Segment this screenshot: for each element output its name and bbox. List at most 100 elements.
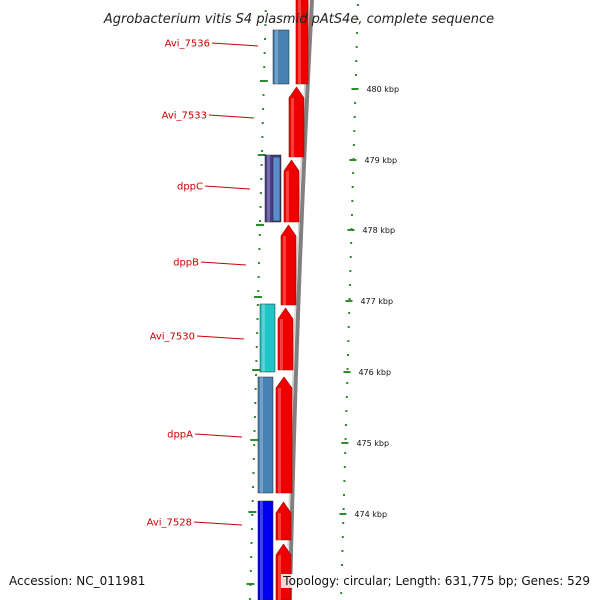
cds-arrow-shine-7 bbox=[278, 555, 281, 600]
minor-tick bbox=[347, 340, 350, 342]
inner-tick bbox=[256, 304, 259, 306]
minor-tick bbox=[353, 130, 356, 132]
inner-tick bbox=[260, 178, 263, 180]
gene-box-shine-Avi_7530 bbox=[262, 304, 265, 372]
minor-tick bbox=[346, 354, 349, 356]
tick-label-5: 475 kbp bbox=[356, 439, 389, 448]
minor-tick bbox=[344, 438, 347, 440]
minor-tick bbox=[349, 270, 352, 272]
minor-tick bbox=[350, 214, 353, 216]
gene-label-Avi_7536: Avi_7536 bbox=[165, 39, 210, 50]
major-tick-6 bbox=[339, 513, 347, 515]
inner-tick bbox=[261, 122, 264, 124]
inner-tick bbox=[257, 276, 260, 278]
minor-tick bbox=[348, 312, 351, 314]
gene-leader-Avi_7530 bbox=[196, 335, 245, 340]
gene-box-Avi_7528 bbox=[257, 500, 274, 600]
major-tick-4 bbox=[343, 371, 351, 373]
minor-tick bbox=[343, 480, 346, 482]
inner-tick bbox=[259, 220, 262, 222]
inner-tick bbox=[258, 262, 261, 264]
inner-tick bbox=[258, 248, 261, 250]
inner-tick bbox=[255, 360, 258, 362]
inner-tick bbox=[253, 430, 256, 432]
minor-tick bbox=[355, 46, 358, 48]
minor-tick bbox=[341, 564, 344, 566]
major-tick-3 bbox=[345, 300, 353, 302]
gene-box-Avi_7530 bbox=[259, 303, 276, 373]
inner-tick bbox=[256, 318, 259, 320]
inner-tick bbox=[253, 416, 256, 418]
inner-tick bbox=[254, 388, 257, 390]
tick-label-3: 477 kbp bbox=[360, 297, 393, 306]
inner-tick bbox=[249, 598, 252, 600]
minor-tick bbox=[356, 32, 359, 34]
minor-tick bbox=[349, 256, 352, 258]
tick-label-0: 480 kbp bbox=[366, 85, 399, 94]
minor-tick bbox=[343, 494, 346, 496]
tick-label-1: 479 kbp bbox=[364, 156, 397, 165]
gene-label-dppA: dppA bbox=[167, 430, 193, 441]
minor-tick bbox=[342, 508, 345, 510]
minor-tick bbox=[347, 326, 350, 328]
inner-tick bbox=[255, 346, 258, 348]
tick-label-4: 476 kbp bbox=[358, 368, 391, 377]
inner-tick bbox=[260, 164, 263, 166]
minor-tick bbox=[342, 522, 345, 524]
minor-tick bbox=[352, 144, 355, 146]
cds-arrow-shine-5 bbox=[278, 388, 281, 493]
tick-label-2: 478 kbp bbox=[362, 226, 395, 235]
gene-box-dppA bbox=[257, 376, 274, 494]
gene-box-shine-Avi_7536 bbox=[275, 30, 278, 84]
gene-box-Avi_7536 bbox=[272, 29, 290, 85]
gene-box-shine-Avi_7528 bbox=[260, 501, 263, 600]
gene-labels: Avi_7536 Avi_7533 dppC dppB Avi_7530 dppA Avi_… bbox=[147, 39, 259, 529]
inner-tick bbox=[263, 38, 266, 40]
gene-box-shine-dppC bbox=[267, 155, 270, 222]
minor-tick bbox=[350, 242, 353, 244]
gene-leader-dppC bbox=[204, 185, 251, 190]
cds-arrow-shine-0 bbox=[298, 0, 301, 84]
accession-text: Accession: NC_011981 bbox=[7, 574, 148, 588]
inner-tick bbox=[263, 66, 266, 68]
inner-tick bbox=[253, 444, 256, 446]
minor-tick bbox=[348, 298, 351, 300]
inner-major-tick-5 bbox=[250, 439, 259, 441]
minor-tick bbox=[344, 452, 347, 454]
minor-tick bbox=[345, 410, 348, 412]
inner-tick bbox=[251, 500, 254, 502]
inner-tick bbox=[262, 94, 265, 96]
minor-tick bbox=[340, 592, 343, 594]
gene-leader-dppB bbox=[200, 261, 247, 266]
minor-tick bbox=[354, 102, 357, 104]
minor-tick bbox=[341, 536, 344, 538]
gene-label-Avi_7533: Avi_7533 bbox=[162, 111, 207, 122]
gene-leader-Avi_7528 bbox=[193, 521, 243, 526]
inner-major-tick-7 bbox=[246, 583, 255, 585]
cds-arrow-shine-2 bbox=[286, 171, 289, 222]
inner-tick bbox=[257, 290, 260, 292]
inner-tick bbox=[259, 206, 262, 208]
inner-major-tick-3 bbox=[254, 296, 263, 298]
cds-arrow-shine-4 bbox=[280, 319, 283, 370]
inner-tick bbox=[261, 136, 264, 138]
cds-arrow-shine-6 bbox=[278, 513, 281, 540]
map-title: Agrobacterium vitis S4 plasmid pAtS4e, c… bbox=[103, 12, 494, 27]
minor-tick bbox=[346, 382, 349, 384]
inner-tick bbox=[250, 556, 253, 558]
inner-tick bbox=[255, 374, 258, 376]
gene-label-dppB: dppB bbox=[173, 258, 199, 269]
minor-tick bbox=[352, 172, 355, 174]
inner-tick bbox=[263, 52, 266, 54]
tick-marks: 480 kbp 479 kbp 478 kbp 477 kbp 476 kbp 475 k… bbox=[339, 4, 399, 594]
inner-tick bbox=[259, 192, 262, 194]
gene-leader-dppA bbox=[194, 433, 243, 438]
inner-major-tick-4 bbox=[252, 369, 261, 371]
minor-tick bbox=[346, 368, 349, 370]
gene-boxes bbox=[257, 29, 290, 600]
inner-tick bbox=[250, 542, 253, 544]
minor-tick bbox=[356, 18, 359, 20]
gene-label-Avi_7528: Avi_7528 bbox=[147, 518, 192, 529]
minor-tick bbox=[341, 550, 344, 552]
minor-tick bbox=[345, 396, 348, 398]
